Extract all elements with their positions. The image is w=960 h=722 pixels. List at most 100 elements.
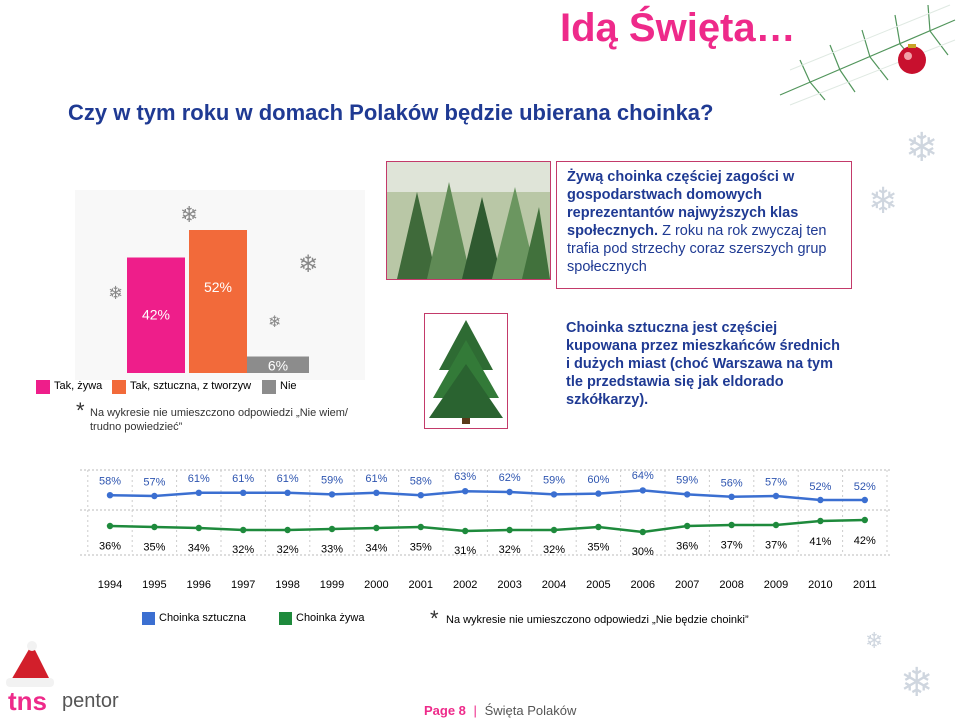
data-point [772, 521, 780, 529]
snowflake-icon: ❄ [905, 126, 939, 170]
data-label: 32% [277, 544, 299, 556]
brand-logo-pentor: pentor [62, 690, 119, 712]
data-label: 42% [854, 535, 876, 547]
legend-label-no: Nie [280, 380, 297, 392]
data-point [639, 487, 646, 494]
data-label: 31% [454, 545, 476, 557]
live-tree-info-bold: Żywą choinka częściej zagości w gospodar… [567, 169, 799, 239]
data-point [151, 492, 158, 500]
data-label: 36% [676, 541, 698, 553]
x-tick-label: 2009 [764, 579, 788, 591]
x-tick-label: 2005 [586, 579, 610, 591]
legend-swatch-artificial-line [142, 612, 155, 625]
data-point [861, 496, 868, 504]
snowflake-icon: ❄ [900, 661, 934, 705]
page-question: Czy w tym roku w domach Polaków będzie u… [68, 100, 714, 125]
data-point [817, 496, 824, 504]
data-label: 58% [99, 476, 121, 488]
data-label: 35% [410, 542, 432, 554]
data-label: 63% [454, 471, 476, 483]
data-label: 33% [321, 543, 343, 555]
data-label: 61% [188, 473, 210, 485]
data-label: 32% [232, 544, 254, 556]
data-point [861, 516, 868, 524]
x-tick-label: 2000 [364, 579, 388, 591]
data-point [328, 491, 336, 498]
data-label: 32% [499, 544, 521, 556]
snowflake-icon: ❄ [180, 202, 199, 227]
data-point [417, 523, 424, 531]
data-label: 34% [365, 542, 387, 554]
bar-chart-area: 42% 52% 6% [75, 190, 365, 380]
note-asterisk: * [76, 398, 85, 423]
data-point [595, 490, 602, 497]
data-point [684, 522, 691, 530]
live-tree-info-box: Żywą choinka częściej zagości w gospodar… [556, 161, 852, 289]
data-label: 61% [277, 473, 299, 485]
trend-line-chart: 58% 57% 61% 61% 61% 59% 61% 58% 63% 62% 59% 60% 64% 5… [80, 469, 890, 591]
x-tick-label: 2001 [409, 579, 433, 591]
brand-logo-tns: tns [8, 686, 47, 716]
bar-value-label-0: 42% [142, 307, 170, 323]
data-label: 52% [809, 481, 831, 493]
data-label: 59% [543, 475, 565, 487]
data-point [284, 489, 291, 496]
snowflake-icon: ❄ [268, 314, 282, 331]
series-line-0 [109, 489, 865, 502]
data-label: 30% [632, 546, 654, 558]
data-label: 61% [365, 473, 387, 485]
data-point [462, 527, 469, 535]
artificial-tree-info-text: Choinka sztuczna jest częściej kupowana … [566, 320, 840, 408]
x-tick-label: 2002 [453, 579, 477, 591]
data-point [550, 491, 558, 498]
legend-swatch-live-line [279, 612, 292, 625]
page-number: Page 8 [424, 703, 466, 718]
snowflake-icon: ❄ [108, 283, 124, 303]
data-label: 59% [321, 475, 343, 487]
note-asterisk: * [430, 606, 439, 631]
data-point [728, 521, 735, 529]
data-point [373, 524, 380, 532]
x-tick-label: 1997 [231, 579, 255, 591]
data-label: 35% [587, 542, 609, 554]
page-footer: Page 8 | Święta Polaków [424, 703, 576, 718]
legend-swatch-no [262, 380, 276, 394]
snowflake-icon: ❄ [868, 180, 899, 221]
data-label: 35% [143, 542, 165, 554]
footer-separator: | [473, 703, 477, 718]
artificial-tree-image [425, 314, 507, 428]
data-point [195, 524, 202, 532]
data-label: 41% [809, 536, 831, 548]
data-label: 36% [99, 541, 121, 553]
data-point [595, 523, 602, 531]
data-label: 37% [765, 540, 787, 552]
legend-swatch-artificial [112, 380, 126, 394]
data-point [284, 526, 291, 534]
data-point [328, 525, 336, 533]
data-label: 56% [721, 477, 743, 489]
legend-label-artificial-line: Choinka sztuczna [159, 612, 246, 624]
bar-value-label-2: 6% [268, 358, 288, 374]
page-headline: Idą Święta… [560, 6, 796, 50]
data-label: 59% [676, 475, 698, 487]
x-tick-label: 2003 [497, 579, 521, 591]
data-label: 61% [232, 473, 254, 485]
legend-swatch-live [36, 380, 50, 394]
live-tree-info-plain: Z roku na rok zwyczaj ten trafia pod str… [567, 223, 827, 275]
line-chart-note: Na wykresie nie umieszczono odpowiedzi „… [446, 614, 749, 626]
data-point [240, 526, 247, 534]
x-tick-label: 2007 [675, 579, 699, 591]
series-line-1 [109, 518, 865, 534]
data-label: 62% [499, 472, 521, 484]
data-point [772, 492, 780, 500]
data-point [684, 491, 691, 498]
live-trees-image [387, 162, 550, 279]
data-point [462, 488, 469, 495]
bar-1 [189, 230, 247, 373]
data-label: 60% [587, 474, 609, 486]
data-point [417, 492, 424, 499]
snowflake-icon: ❄ [298, 251, 319, 278]
snowflake-icon: ❄ [865, 628, 884, 653]
legend-label-live: Tak, żywa [54, 380, 103, 392]
data-point [373, 489, 380, 496]
